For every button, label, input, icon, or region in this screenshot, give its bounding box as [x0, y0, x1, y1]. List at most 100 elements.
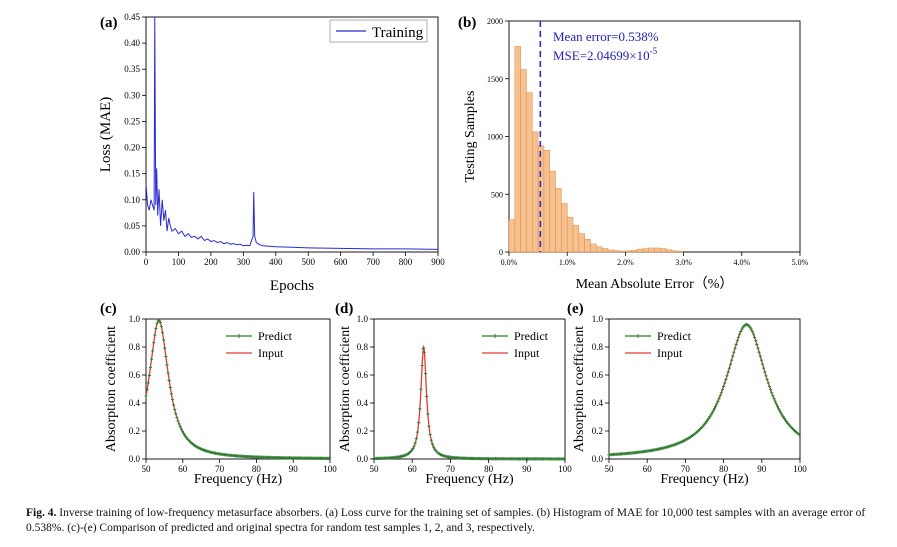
predict-point: [172, 403, 176, 407]
predict-point: [764, 374, 768, 378]
x-tick-label: 3.0%: [675, 258, 692, 267]
y-tick-label: 0.6: [357, 370, 369, 380]
predict-point: [431, 445, 436, 449]
y-tick-label: 0.8: [592, 342, 604, 352]
predict-point: [410, 448, 414, 452]
histogram-bar: [526, 92, 533, 253]
y-tick-label: 1500: [487, 75, 503, 84]
y-tick-label: 0.05: [124, 221, 140, 231]
legend-label-input: Input: [657, 346, 683, 360]
predict-point: [735, 339, 739, 343]
predict-point: [768, 388, 773, 392]
predict-point: [780, 413, 784, 417]
x-tick-label: 70: [681, 464, 691, 474]
predict-point: [167, 378, 171, 383]
predict-point: [183, 433, 187, 437]
predict-point: [782, 416, 786, 421]
y-tick-label: 1.0: [357, 314, 369, 324]
histogram-bar: [677, 251, 684, 253]
histogram-bar: [561, 203, 568, 253]
histogram-bar: [619, 250, 626, 253]
predict-point: [426, 412, 430, 416]
predict-point: [738, 332, 742, 336]
legend-label-input: Input: [514, 346, 540, 360]
predict-point: [712, 407, 717, 411]
x-tick-label: 60: [178, 464, 188, 474]
histogram-bar: [590, 243, 597, 253]
x-tick-label: 100: [323, 464, 337, 474]
histogram-bar: [601, 248, 609, 253]
series-predict-markers: [372, 346, 566, 461]
x-tick-label: 200: [204, 257, 218, 267]
y-tick-label: 0.00: [124, 247, 140, 257]
legend-marker-predict: [493, 334, 497, 338]
predict-point: [774, 402, 778, 406]
predict-point: [765, 377, 769, 382]
y-tick-label: 0.4: [129, 398, 141, 408]
predict-point: [415, 430, 420, 434]
annotation-mse-base: MSE=2.04699×10: [553, 48, 650, 63]
legend-label-predict: Predict: [258, 329, 293, 343]
predict-point: [158, 320, 162, 325]
predict-point: [181, 431, 186, 435]
predict-point: [748, 325, 752, 329]
predict-point: [718, 394, 722, 398]
predict-point: [717, 397, 721, 401]
x-axis-title: Frequency (Hz): [660, 472, 749, 487]
x-tick-label: 500: [301, 257, 315, 267]
histogram-bar: [596, 246, 603, 253]
y-tick-label: 0.15: [124, 169, 140, 179]
y-tick-label: 0.30: [124, 90, 140, 100]
predict-point: [177, 422, 181, 426]
predict-point: [772, 397, 776, 401]
predict-point: [771, 394, 775, 398]
predict-point: [733, 346, 737, 350]
predict-point: [420, 363, 424, 368]
panel-label: (c): [100, 301, 117, 317]
legend-label-input: Input: [258, 346, 284, 360]
predict-point: [413, 441, 417, 445]
chart-b: 0.0% 1.0% 2.0% 3.0% 4.0% 5.0% 0 500 1000 1500 2000…: [463, 17, 809, 292]
legend-marker-predict: [237, 334, 241, 338]
predict-point: [421, 346, 425, 350]
predict-point: [165, 363, 169, 367]
predict-point: [724, 377, 728, 382]
annotation-mse-exponent: -5: [650, 46, 658, 56]
predict-point: [720, 388, 725, 392]
panel-label: (b): [458, 15, 476, 31]
x-tick-label: 800: [399, 257, 413, 267]
predict-point: [716, 399, 720, 403]
predict-point: [770, 391, 774, 395]
histogram-bar: [532, 131, 539, 253]
legend-box: [329, 19, 428, 43]
predict-point: [719, 391, 723, 395]
series-predict-markers: [607, 323, 801, 457]
x-tick-label: 80: [719, 464, 729, 474]
x-tick-label: 5.0%: [792, 258, 809, 267]
predict-point: [732, 350, 736, 354]
predict-point: [175, 415, 179, 420]
histogram-bar: [630, 250, 638, 253]
predict-point: [707, 416, 711, 421]
y-axis-title: Absorption coefficient: [572, 326, 587, 452]
predict-point: [146, 381, 150, 385]
predict-point: [155, 322, 159, 326]
predict-point: [422, 350, 427, 354]
predict-point: [180, 429, 185, 433]
panel-label: (a): [100, 15, 118, 31]
predict-point: [781, 415, 785, 419]
histogram-bar: [572, 225, 580, 253]
predict-point: [728, 362, 733, 366]
predict-point: [168, 385, 172, 390]
y-axis-title: Loss (MAE): [98, 97, 114, 172]
predict-point: [159, 325, 164, 329]
histogram-bar: [636, 248, 644, 253]
predict-point: [411, 446, 415, 451]
predict-point: [715, 402, 719, 406]
predict-point: [174, 412, 178, 416]
histogram-bar: [665, 249, 673, 253]
chart-d: 50 60 70 80 90 100 0.0 0.2 0.4 0.6 0.8 1.0 Frequency…: [338, 314, 572, 487]
predict-point: [144, 394, 148, 398]
predict-point: [427, 424, 431, 428]
predict-point: [727, 366, 731, 370]
